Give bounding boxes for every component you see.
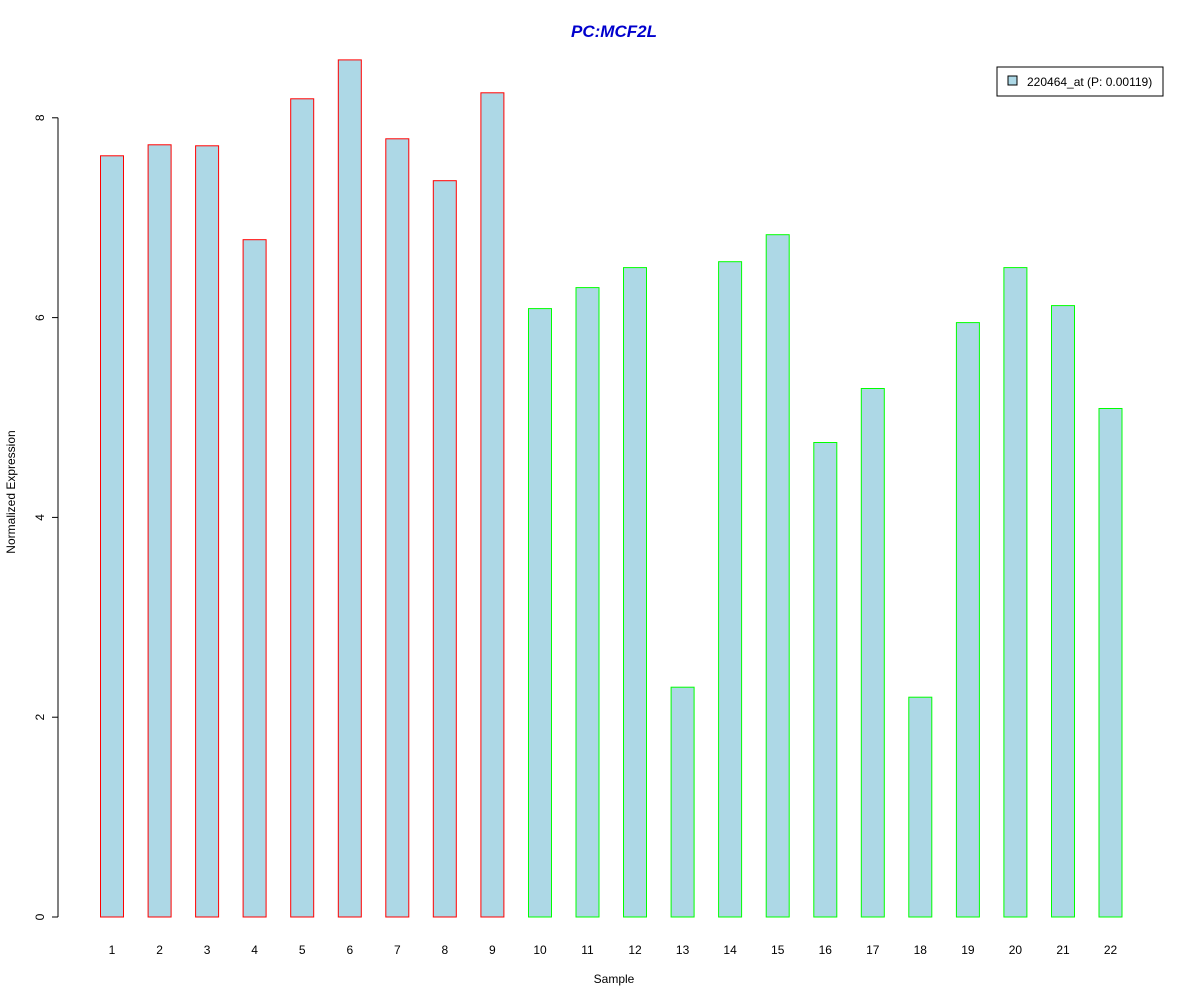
x-tick-label: 16	[819, 943, 833, 957]
bar-sample-17	[860, 388, 885, 918]
x-tick-label: 20	[1009, 943, 1023, 957]
bar-sample-12	[623, 267, 647, 918]
x-tick-label: 13	[676, 943, 690, 957]
x-tick-label: 1	[109, 943, 116, 957]
bar-sample-13	[670, 686, 695, 918]
bar-sample-19	[955, 322, 980, 918]
bar-sample-4	[242, 239, 267, 918]
x-tick-label: 6	[346, 943, 353, 957]
bar-sample-3	[195, 145, 220, 918]
y-axis: 0 2 4 6 8	[33, 114, 59, 920]
x-tick-label: 11	[581, 943, 594, 957]
bar-sample-20	[1003, 267, 1028, 918]
bar-sample-5	[290, 98, 315, 918]
bar-sample-16	[813, 442, 838, 918]
legend: 220464_at (P: 0.00119)	[996, 66, 1164, 97]
y-tick-label: 8	[33, 114, 47, 121]
bar-sample-2	[147, 144, 172, 918]
x-tick-label: 15	[771, 943, 785, 957]
legend-swatch	[1007, 75, 1018, 86]
x-tick-label: 3	[204, 943, 211, 957]
x-tick-label: 7	[394, 943, 401, 957]
x-tick-label: 21	[1056, 943, 1070, 957]
x-tick-label: 9	[489, 943, 496, 957]
y-tick-label: 0	[33, 913, 47, 920]
x-tick-label: 8	[441, 943, 448, 957]
legend-label: 220464_at (P: 0.00119)	[1027, 75, 1152, 89]
bar-sample-8	[432, 180, 457, 918]
chart-title: PC:MCF2L	[571, 22, 657, 41]
x-tick-label: 4	[251, 943, 258, 957]
bar-sample-14	[718, 261, 743, 918]
bars-group	[100, 59, 1123, 918]
x-tick-label: 18	[914, 943, 928, 957]
bar-sample-11	[575, 287, 600, 918]
y-tick-label: 6	[33, 314, 47, 321]
bar-sample-21	[1051, 305, 1075, 918]
x-tick-label: 19	[961, 943, 975, 957]
bar-sample-18	[908, 696, 933, 918]
y-tick-label: 2	[33, 714, 47, 721]
bar-sample-10	[528, 308, 552, 918]
x-tick-label: 22	[1104, 943, 1118, 957]
bar-sample-15	[765, 234, 790, 918]
legend-box	[996, 66, 1164, 97]
x-axis-label: Sample	[594, 972, 635, 986]
x-tick-label: 14	[723, 943, 737, 957]
x-tick-label: 12	[628, 943, 642, 957]
bar-sample-22	[1098, 408, 1123, 918]
x-tick-label: 2	[156, 943, 163, 957]
bar-sample-6	[337, 59, 362, 918]
x-tick-label: 5	[299, 943, 306, 957]
x-tick-labels: 1 2 3 4 5 6 7 8 9 10 11 12 13 14 15 16 17 18 19 20 21 22	[109, 943, 1118, 957]
x-tick-label: 17	[866, 943, 880, 957]
y-axis-label: Normalized Expression	[4, 430, 18, 553]
y-tick-label: 4	[33, 514, 47, 521]
bar-sample-9	[480, 92, 505, 918]
x-tick-label: 10	[533, 943, 547, 957]
bar-sample-1	[100, 155, 124, 918]
bar-sample-7	[385, 138, 410, 918]
